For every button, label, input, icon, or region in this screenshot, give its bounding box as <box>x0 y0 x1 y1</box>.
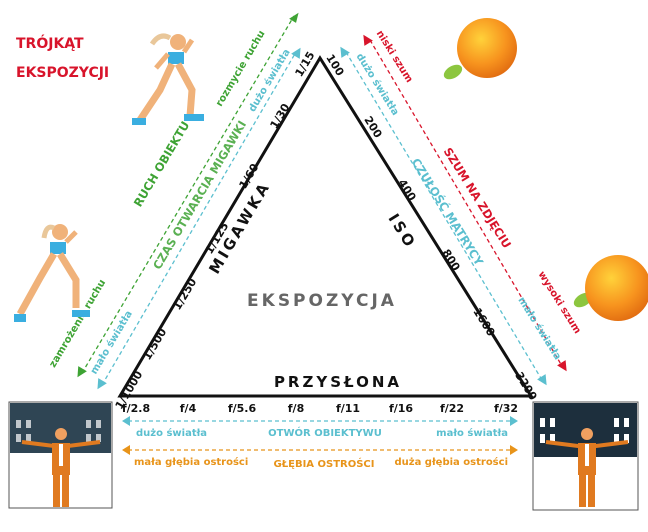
aperture-value: f/5.6 <box>228 402 257 415</box>
shutter-light-bottom-label: mało światła <box>88 309 135 377</box>
aperture-value: f/22 <box>440 402 464 415</box>
aperture-side: PRZYSŁONA f/2.8 f/4 f/5.6 f/8 f/11 f/16 … <box>122 373 518 470</box>
aperture-label: PRZYSŁONA <box>274 373 402 391</box>
arrow-head-icon <box>122 416 130 426</box>
iso-label: ISO <box>385 210 420 252</box>
title-line-1: TRÓJKĄT <box>16 34 84 52</box>
aperture-light-left-label: dużo światła <box>136 427 207 439</box>
motion-middle-label: RUCH OBIEKTU <box>131 119 193 210</box>
iso-value: 800 <box>439 247 462 274</box>
aperture-light-middle-label: OTWÓR OBIEKTYWU <box>268 426 382 439</box>
colosseum-deep-dof-illustration <box>532 401 639 511</box>
iso-side: ISO 100 200 400 800 1600 3200 niski szum… <box>323 29 582 403</box>
colosseum-shallow-dof-illustration <box>8 401 113 509</box>
arrow-head-icon <box>97 378 107 390</box>
noise-arrow <box>369 39 563 367</box>
title-line-2: EKSPOZYCJI <box>16 65 109 81</box>
exposure-triangle <box>117 55 534 398</box>
arrow-head-icon <box>291 47 301 59</box>
orange-bottom-illustration <box>573 255 648 321</box>
shutter-light-arrow <box>101 51 297 386</box>
depth-right-label: duża głębia ostrości <box>394 456 508 468</box>
aperture-value: f/11 <box>336 402 360 415</box>
iso-light-arrow <box>345 51 543 381</box>
aperture-value: f/8 <box>288 402 304 415</box>
arrow-head-icon <box>289 12 299 23</box>
arrow-head-icon <box>363 34 373 46</box>
depth-left-label: mała głębia ostrości <box>134 456 248 468</box>
shutter-value: 1/250 <box>171 276 200 313</box>
noise-middle-label: SZUM NA ZDJĘCIU <box>441 145 514 251</box>
arrow-head-icon <box>537 374 547 386</box>
arrow-head-icon <box>122 445 130 455</box>
arrow-head-icon <box>557 360 567 372</box>
iso-value: 3200 <box>512 370 539 403</box>
arrow-head-icon <box>510 416 518 426</box>
center-label: EKSPOZYCJA <box>247 291 397 311</box>
aperture-value: f/4 <box>180 402 197 415</box>
iso-value: 400 <box>395 177 418 204</box>
shutter-value: 1/30 <box>268 101 293 131</box>
shutter-value: 1/500 <box>141 326 170 363</box>
motion-arrow <box>81 15 295 374</box>
arrow-head-icon <box>77 366 87 378</box>
iso-value: 1600 <box>470 306 497 339</box>
runner-blurred-illustration <box>132 33 204 125</box>
orange-top-illustration <box>443 18 517 80</box>
runner-frozen-illustration <box>14 224 90 322</box>
aperture-light-right-label: mało światła <box>436 427 508 439</box>
aperture-value: f/16 <box>389 402 413 415</box>
arrow-head-icon <box>340 46 350 58</box>
aperture-value: f/32 <box>494 402 518 415</box>
depth-middle-label: GŁĘBIA OSTROŚCI <box>273 457 374 470</box>
noise-top-label: niski szum <box>374 29 415 85</box>
arrow-head-icon <box>510 445 518 455</box>
aperture-value: f/2.8 <box>122 402 150 415</box>
